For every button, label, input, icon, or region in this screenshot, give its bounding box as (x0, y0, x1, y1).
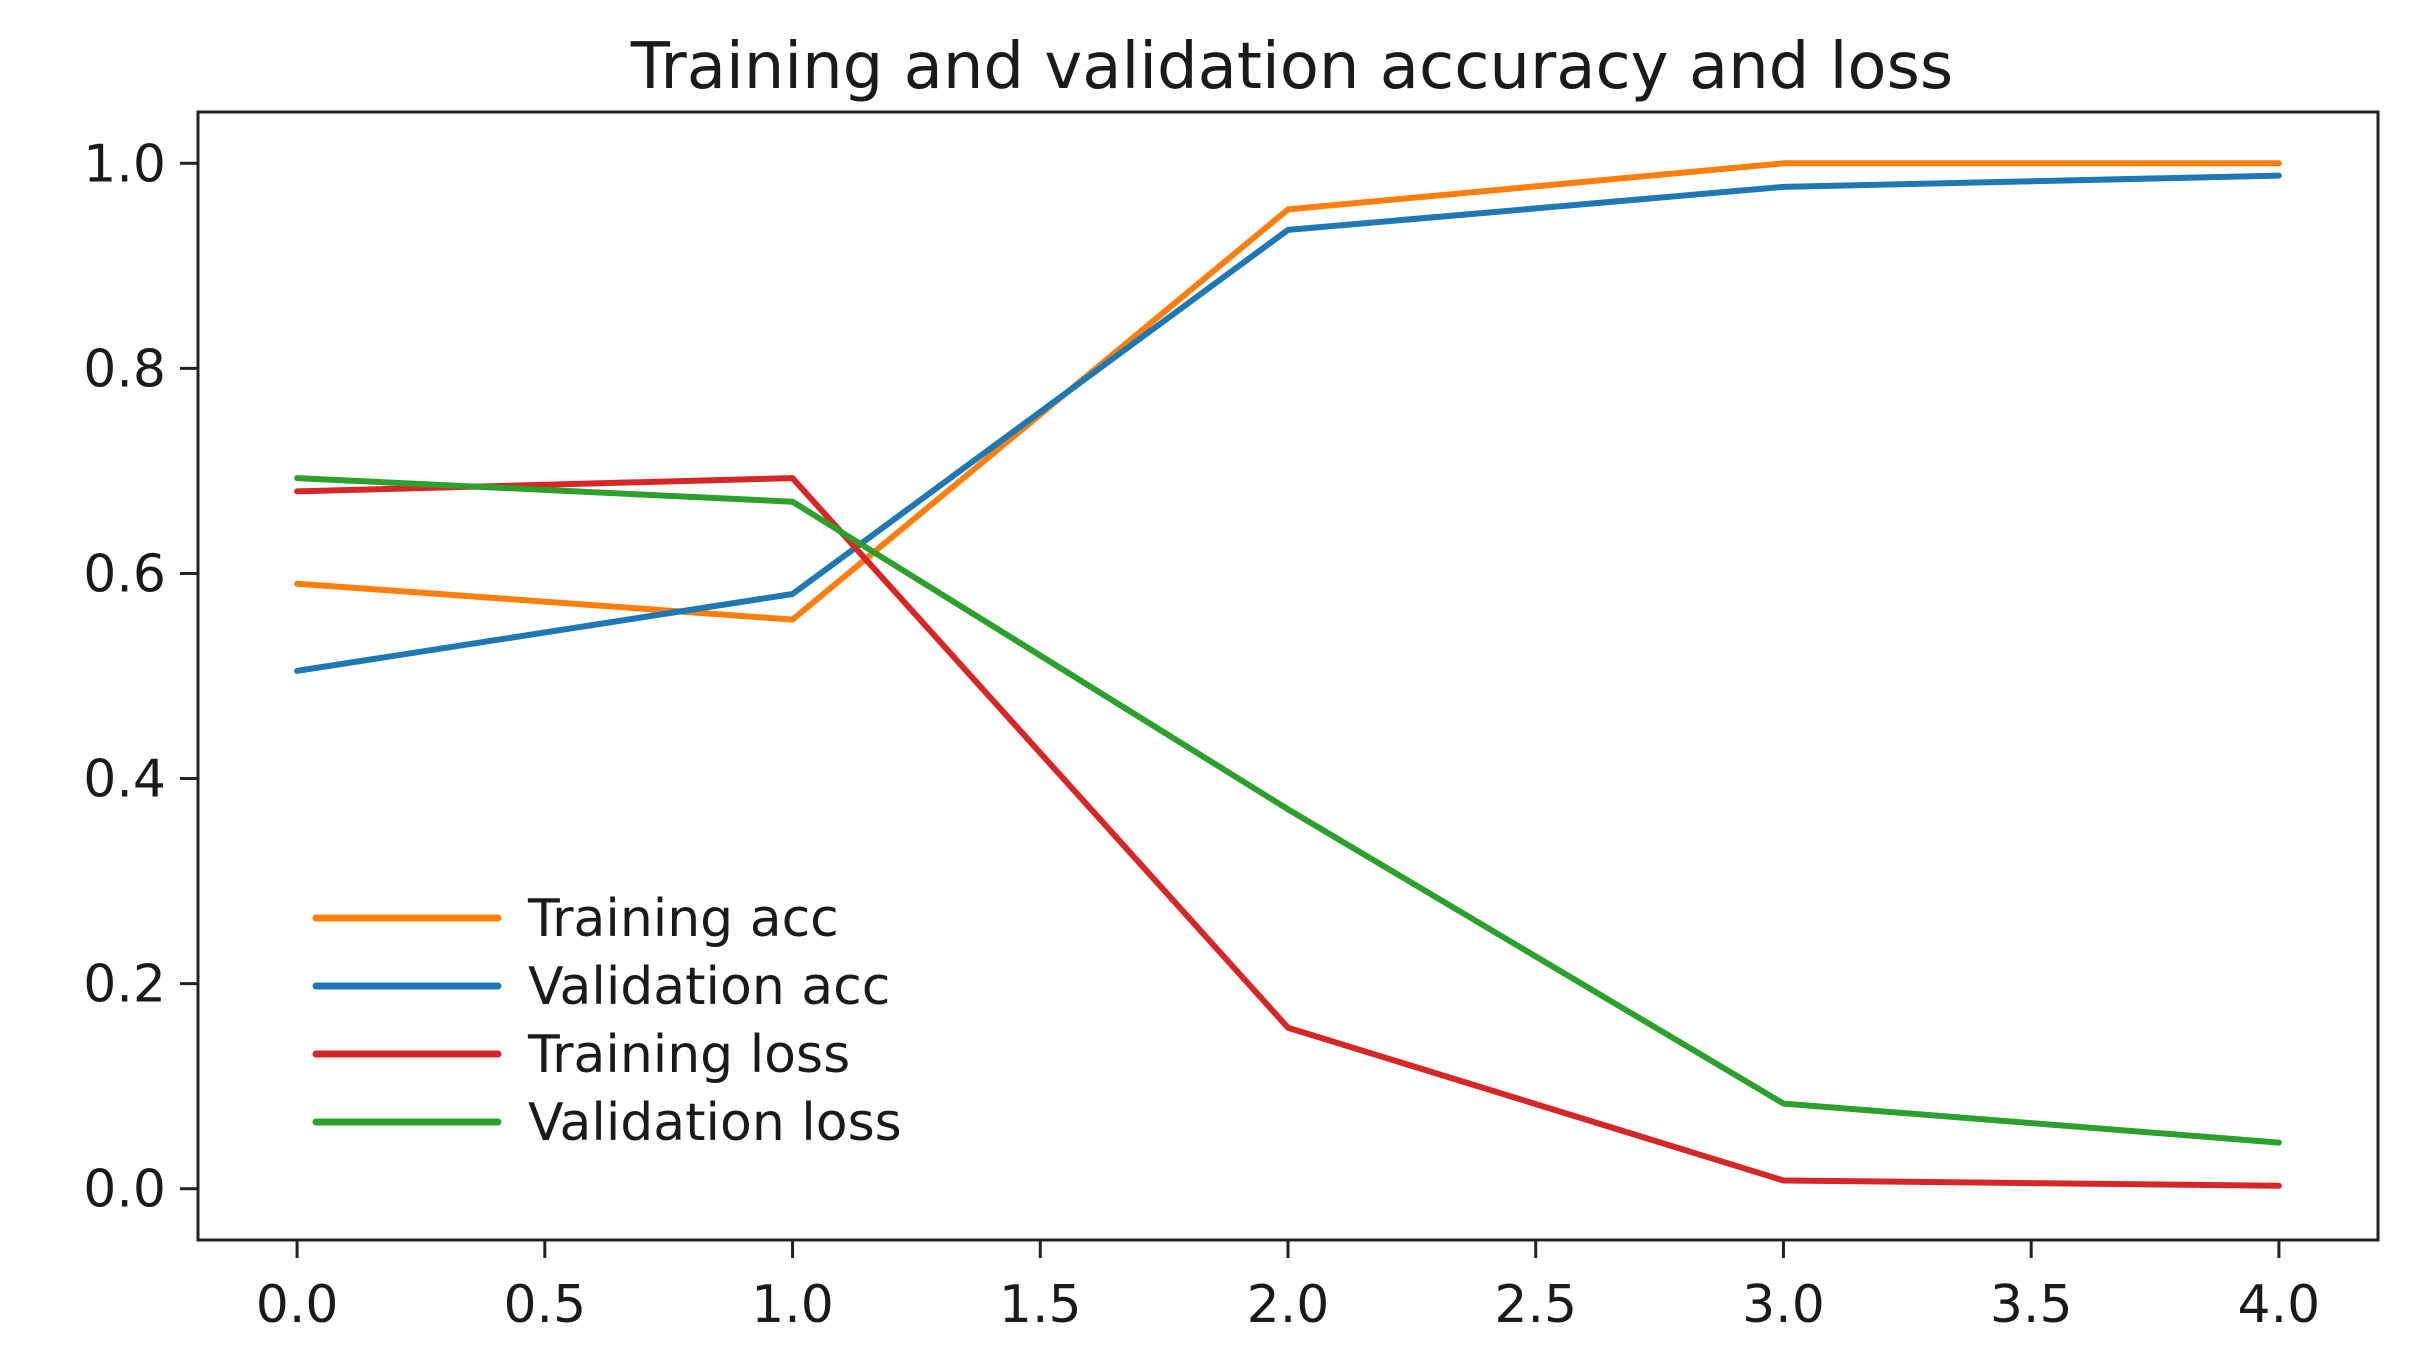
x-tick-label: 0.0 (256, 1275, 339, 1335)
legend-label-training-acc: Training acc (527, 889, 839, 949)
y-tick-label: 0.6 (83, 544, 166, 604)
x-tick-label: 2.0 (1247, 1275, 1330, 1335)
x-tick-label: 1.0 (751, 1275, 834, 1335)
chart-title: Training and validation accuracy and los… (630, 30, 1954, 104)
x-axis: 0.0 0.5 1.0 1.5 2.0 2.5 3.0 3.5 4.0 (256, 1240, 2321, 1335)
x-tick-label: 2.5 (1494, 1275, 1577, 1335)
y-tick-label: 1.0 (83, 134, 166, 194)
axes-frame (196, 110, 2380, 1242)
legend-label-validation-acc: Validation acc (528, 957, 890, 1017)
x-tick-label: 0.5 (503, 1275, 586, 1335)
x-tick-label: 4.0 (2238, 1275, 2321, 1335)
x-tick-label: 3.0 (1742, 1275, 1825, 1335)
y-tick-label: 0.2 (83, 955, 166, 1015)
legend-label-training-loss: Training loss (527, 1025, 850, 1085)
x-tick-label: 3.5 (1990, 1275, 2073, 1335)
y-tick-label: 0.4 (83, 750, 166, 810)
y-tick-label: 0.8 (83, 339, 166, 399)
series-line-validation-acc (294, 172, 2282, 674)
y-tick-label: 0.0 (83, 1160, 166, 1220)
series-layer (294, 160, 2282, 1189)
series-line-training-loss (294, 475, 2282, 1189)
y-axis: 0.0 0.2 0.4 0.6 0.8 1.0 (83, 134, 198, 1220)
x-tick-label: 1.5 (999, 1275, 1082, 1335)
series-line-validation-loss (294, 475, 2282, 1146)
series-line-training-acc (294, 160, 2282, 623)
legend: Training acc Validation acc Training loss V… (312, 889, 902, 1153)
legend-label-validation-loss: Validation loss (528, 1093, 902, 1153)
